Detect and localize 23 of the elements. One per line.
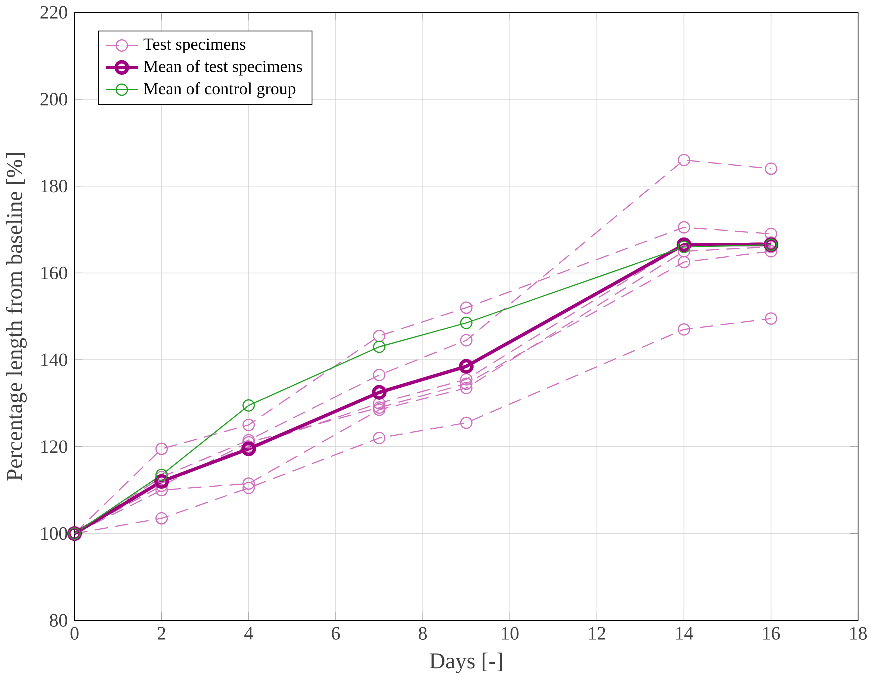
x-tick-label: 12 — [589, 627, 606, 640]
x-tick-label: 6 — [332, 627, 340, 640]
x-tick-label: 0 — [70, 627, 79, 640]
y-tick-label: 180 — [42, 180, 68, 193]
x-axis-title: Days [-] — [430, 653, 502, 674]
y-tick-label: 220 — [40, 6, 68, 20]
legend-label: Mean of test specimens — [144, 60, 302, 76]
y-tick-label: 100 — [42, 528, 68, 540]
x-tick-label: 2 — [158, 627, 166, 640]
y-tick-label: 80 — [50, 614, 68, 628]
y-axis-title: Percentage length from baseline [%] — [6, 154, 28, 481]
legend-label: Test specimens — [144, 38, 246, 54]
x-tick-label: 16 — [764, 627, 780, 640]
y-tick-label: 120 — [42, 440, 68, 454]
y-tick-label: 140 — [42, 354, 68, 367]
x-tick-label: 4 — [244, 627, 254, 640]
x-tick-label: 18 — [850, 627, 868, 640]
x-tick-label: 14 — [676, 627, 694, 640]
y-tick-label: 200 — [40, 93, 68, 106]
x-tick-label: 10 — [502, 627, 519, 640]
legend-label: Mean of control group — [144, 82, 296, 98]
y-tick-label: 160 — [42, 267, 68, 280]
x-tick-label: 8 — [419, 627, 428, 640]
